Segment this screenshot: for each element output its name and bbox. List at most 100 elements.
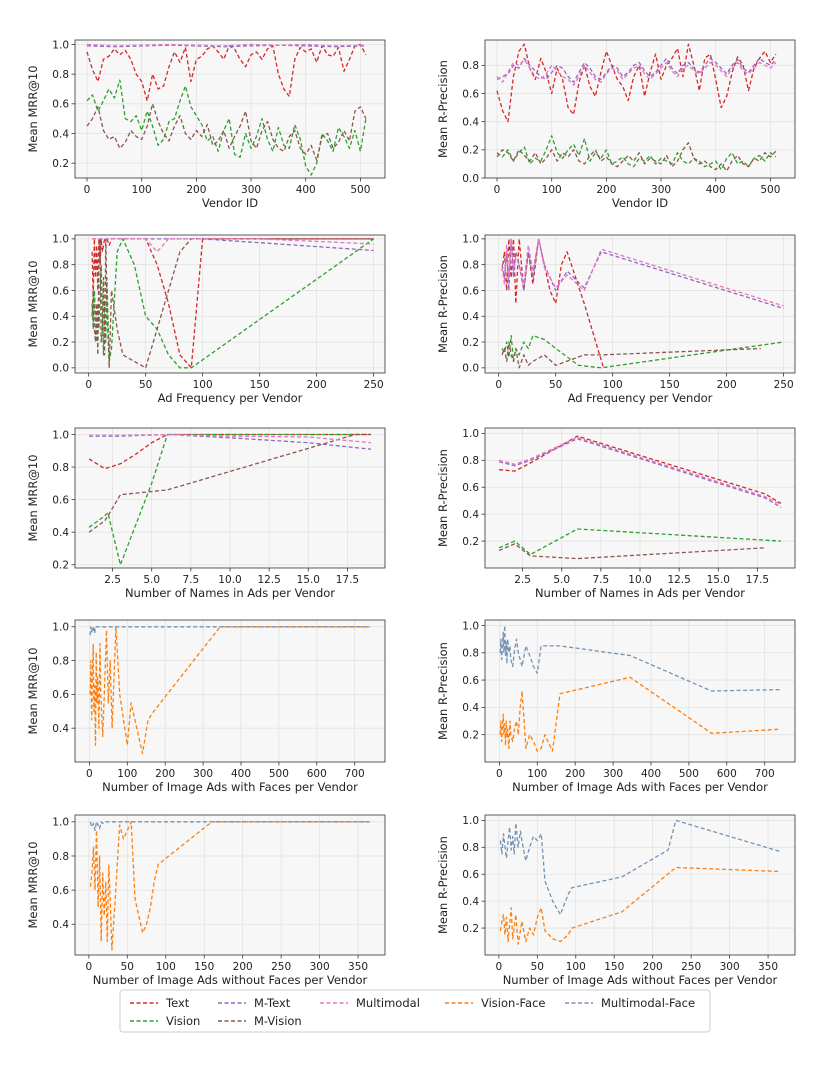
- x-tick-label: 12.5: [257, 574, 280, 586]
- plot-frame: [484, 814, 796, 956]
- x-tick-label: 15.0: [707, 574, 730, 586]
- plot-frame: [74, 39, 386, 179]
- y-tick-label: 0.6: [462, 482, 479, 494]
- y-tick-label: 0.2: [462, 923, 479, 935]
- chart-panel-8: 0 100 200 300 400 500 600 700 0.2 0.4 0.6 0.8 1.0 Num…: [436, 619, 796, 794]
- y-tick-label: 0.4: [52, 723, 69, 735]
- x-axis-label: Number of Image Ads without Faces per Ve…: [503, 973, 778, 987]
- y-tick-label: 0.4: [462, 896, 479, 908]
- legend-label: Text: [165, 996, 190, 1010]
- y-axis-label: Mean MRR@10: [26, 65, 40, 152]
- y-axis-label: Mean MRR@10: [26, 647, 40, 734]
- legend-item-vision: Vision: [130, 1014, 200, 1028]
- y-axis-label: Mean R-Precision: [436, 836, 450, 934]
- x-tick-label: 400: [706, 184, 726, 196]
- legend-label: M-Text: [254, 996, 291, 1010]
- y-tick-label: 0.6: [52, 689, 69, 701]
- y-tick-label: 0.4: [52, 919, 69, 931]
- x-tick-label: 200: [643, 961, 663, 973]
- x-tick-label: 400: [641, 768, 661, 780]
- x-axis-label: Number of Names in Ads per Vendor: [125, 586, 335, 600]
- y-tick-label: 0.0: [52, 363, 69, 375]
- y-tick-label: 0.8: [462, 455, 479, 467]
- x-tick-label: 300: [603, 768, 623, 780]
- y-tick-label: 0.2: [462, 337, 479, 349]
- y-tick-label: 0.6: [462, 675, 479, 687]
- x-tick-label: 250: [271, 961, 291, 973]
- series-line-vision: [501, 334, 784, 369]
- series-line-multimodal-face: [499, 819, 780, 916]
- legend-item-m-text: M-Text: [218, 996, 291, 1010]
- x-tick-label: 600: [717, 768, 737, 780]
- y-tick-label: 1.0: [462, 620, 479, 632]
- y-tick-label: 0.4: [462, 116, 479, 128]
- y-tick-label: 0.2: [462, 729, 479, 741]
- y-tick-label: 0.6: [52, 285, 69, 297]
- x-tick-label: 100: [542, 184, 562, 196]
- y-tick-label: 0.4: [52, 527, 69, 539]
- x-tick-label: 300: [720, 961, 740, 973]
- series-line-multimodal: [498, 436, 782, 506]
- x-tick-label: 300: [241, 184, 261, 196]
- series-line-m-text: [501, 238, 784, 310]
- x-tick-label: 0: [496, 961, 503, 973]
- x-tick-label: 2.5: [514, 574, 531, 586]
- legend-label: Multimodal-Face: [601, 996, 695, 1010]
- series-line-vision-face: [89, 626, 370, 755]
- x-tick-label: 12.5: [667, 574, 690, 586]
- x-tick-label: 150: [660, 379, 680, 391]
- x-tick-label: 150: [250, 379, 270, 391]
- x-tick-label: 50: [549, 379, 562, 391]
- plot-frame: [484, 39, 796, 179]
- x-tick-label: 0: [85, 379, 92, 391]
- plot-area: [75, 815, 385, 955]
- x-tick-label: 350: [348, 961, 368, 973]
- legend-item-m-vision: M-Vision: [218, 1014, 302, 1028]
- series-line-vision: [498, 528, 781, 556]
- x-tick-label: 0: [496, 768, 503, 780]
- series-line-m-vision: [88, 433, 371, 533]
- y-tick-label: 0.6: [462, 869, 479, 881]
- legend-item-text: Text: [130, 996, 190, 1010]
- series-line-m-text: [86, 44, 366, 48]
- series-line-vision-face: [499, 676, 780, 752]
- y-tick-label: 0.6: [52, 885, 69, 897]
- plot-area: [485, 620, 795, 762]
- plot-area: [485, 815, 795, 955]
- x-tick-label: 500: [679, 768, 699, 780]
- plot-area: [75, 40, 385, 178]
- series-line-multimodal-face: [499, 624, 780, 692]
- series-line-text: [88, 433, 371, 470]
- y-tick-label: 0.2: [52, 158, 69, 170]
- legend-item-vision-face: Vision-Face: [445, 996, 545, 1010]
- series-line-multimodal: [89, 433, 371, 444]
- y-axis-label: Mean R-Precision: [436, 255, 450, 353]
- y-tick-label: 1.0: [52, 429, 69, 441]
- legend-label: Vision-Face: [481, 996, 545, 1010]
- x-tick-label: 100: [156, 961, 176, 973]
- x-axis-label: Vendor ID: [202, 196, 258, 210]
- x-tick-label: 5.0: [143, 574, 160, 586]
- x-tick-label: 300: [651, 184, 671, 196]
- x-tick-label: 250: [681, 961, 701, 973]
- series-line-multimodal: [501, 238, 784, 307]
- legend-item-multimodal: Multimodal: [320, 996, 420, 1010]
- series-line-multimodal-face: [89, 626, 370, 636]
- x-axis-label: Number of Names in Ads per Vendor: [535, 586, 745, 600]
- y-axis-label: Mean MRR@10: [26, 260, 40, 347]
- series-line-m-vision: [501, 341, 761, 369]
- series-line-text: [86, 43, 367, 102]
- x-tick-label: 200: [307, 379, 327, 391]
- y-tick-label: 0.8: [52, 462, 69, 474]
- x-tick-label: 600: [307, 768, 327, 780]
- x-tick-label: 200: [233, 961, 253, 973]
- y-axis-label: Mean R-Precision: [436, 642, 450, 740]
- y-tick-label: 0.4: [52, 128, 69, 140]
- plot-frame: [74, 814, 386, 956]
- x-tick-label: 700: [755, 768, 775, 780]
- y-tick-label: 0.0: [462, 173, 479, 185]
- y-tick-label: 0.6: [462, 88, 479, 100]
- y-tick-label: 1.0: [52, 234, 69, 246]
- y-tick-label: 1.0: [462, 428, 479, 440]
- x-tick-label: 0: [84, 184, 91, 196]
